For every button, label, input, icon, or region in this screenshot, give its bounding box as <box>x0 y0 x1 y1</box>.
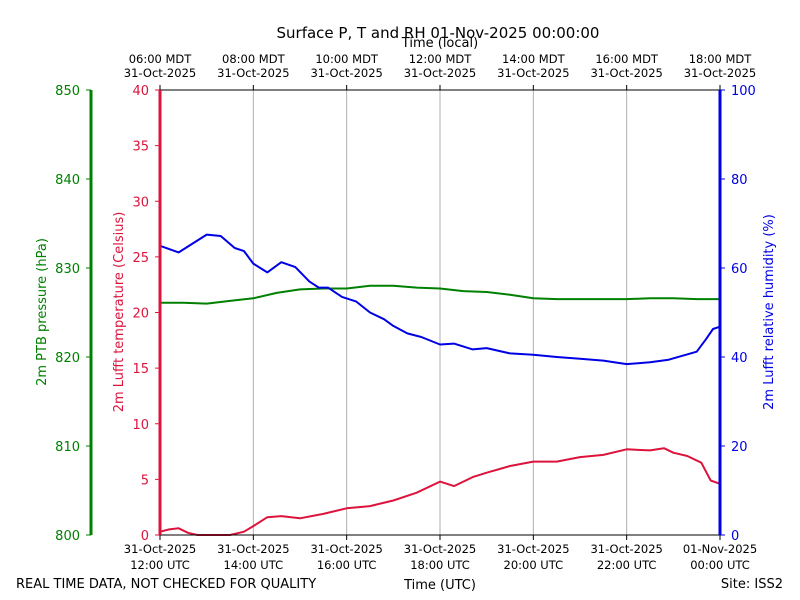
temperature-tick-label-40: 40 <box>132 84 149 99</box>
humidity-axis-label: 2m Lufft relative humidity (%) <box>762 214 777 410</box>
x-top-tick-date-0: 31-Oct-2025 <box>124 66 196 80</box>
x-bottom-tick-date-1: 31-Oct-2025 <box>217 542 289 556</box>
temperature-tick-label-20: 20 <box>132 307 149 322</box>
x-bottom-tick-time-6: 00:00 UTC <box>690 558 750 572</box>
x-top-tick-date-5: 31-Oct-2025 <box>590 66 662 80</box>
x-top-axis-label: Time (local) <box>401 36 478 51</box>
x-top-tick-time-4: 14:00 MDT <box>502 52 566 66</box>
x-bottom-tick-time-3: 18:00 UTC <box>410 558 470 572</box>
x-top-tick-time-6: 18:00 MDT <box>689 52 753 66</box>
temperature-axis-label: 2m Lufft temperature (Celsius) <box>112 212 127 413</box>
humidity-tick-label-100: 100 <box>731 84 756 99</box>
x-bottom-tick-time-1: 14:00 UTC <box>224 558 284 572</box>
x-top-tick-time-0: 06:00 MDT <box>129 52 193 66</box>
temperature-tick-label-30: 30 <box>132 195 149 210</box>
x-top-tick-date-6: 31-Oct-2025 <box>684 66 756 80</box>
x-bottom-tick-time-5: 22:00 UTC <box>597 558 657 572</box>
x-top-tick-date-3: 31-Oct-2025 <box>404 66 476 80</box>
x-bottom-tick-date-3: 31-Oct-2025 <box>404 542 476 556</box>
pressure-series-line <box>160 284 720 305</box>
grid-lines <box>252 90 628 535</box>
humidity-tick-label-60: 60 <box>731 262 748 277</box>
humidity-tick-label-0: 0 <box>731 529 739 544</box>
pressure-tick-label-800: 800 <box>55 529 80 544</box>
x-bottom-tick-time-2: 16:00 UTC <box>317 558 377 572</box>
humidity-series-line <box>159 233 721 366</box>
pressure-tick-label-820: 820 <box>55 351 80 366</box>
pressure-tick-label-810: 810 <box>55 440 80 455</box>
humidity-tick-label-80: 80 <box>731 173 748 188</box>
pressure-tick-label-830: 830 <box>55 262 80 277</box>
temperature-tick-label-15: 15 <box>132 362 149 377</box>
chart-title: Surface P, T and RH 01-Nov-2025 00:00:00 <box>277 24 600 42</box>
pressure-tick-label-840: 840 <box>55 173 80 188</box>
x-top-tick-date-4: 31-Oct-2025 <box>497 66 569 80</box>
x-bottom-tick-date-6: 01-Nov-2025 <box>683 542 757 556</box>
temperature-tick-label-5: 5 <box>141 473 149 488</box>
humidity-tick-label-20: 20 <box>731 440 748 455</box>
x-top-tick-time-3: 12:00 MDT <box>409 52 473 66</box>
temperature-tick-label-25: 25 <box>132 251 149 266</box>
humidity-tick-label-40: 40 <box>731 351 748 366</box>
x-top-tick-time-1: 08:00 MDT <box>222 52 286 66</box>
site-label: Site: ISS2 <box>721 577 783 592</box>
x-top-tick-time-5: 16:00 MDT <box>595 52 659 66</box>
x-top-tick-time-2: 10:00 MDT <box>315 52 379 66</box>
temperature-tick-label-35: 35 <box>132 140 149 155</box>
x-bottom-tick-date-4: 31-Oct-2025 <box>497 542 569 556</box>
x-bottom-tick-date-0: 31-Oct-2025 <box>124 542 196 556</box>
ticks-layer: 800 810 820 830 840 850 0 5 10 15 20 25 30 35 40 0 20 40 6… <box>55 52 757 572</box>
x-top-tick-date-2: 31-Oct-2025 <box>310 66 382 80</box>
x-bottom-tick-date-2: 31-Oct-2025 <box>310 542 382 556</box>
x-bottom-tick-date-5: 31-Oct-2025 <box>590 542 662 556</box>
x-top-tick-date-1: 31-Oct-2025 <box>217 66 289 80</box>
pressure-axis-label: 2m PTB pressure (hPa) <box>35 238 50 386</box>
temperature-tick-label-10: 10 <box>132 418 149 433</box>
quality-disclaimer: REAL TIME DATA, NOT CHECKED FOR QUALITY <box>16 577 316 592</box>
pressure-tick-label-850: 850 <box>55 84 80 99</box>
x-bottom-tick-time-0: 12:00 UTC <box>130 558 190 572</box>
x-bottom-tick-time-4: 20:00 UTC <box>504 558 564 572</box>
x-bottom-axis-label: Time (UTC) <box>403 578 476 593</box>
temperature-tick-label-0: 0 <box>141 529 149 544</box>
